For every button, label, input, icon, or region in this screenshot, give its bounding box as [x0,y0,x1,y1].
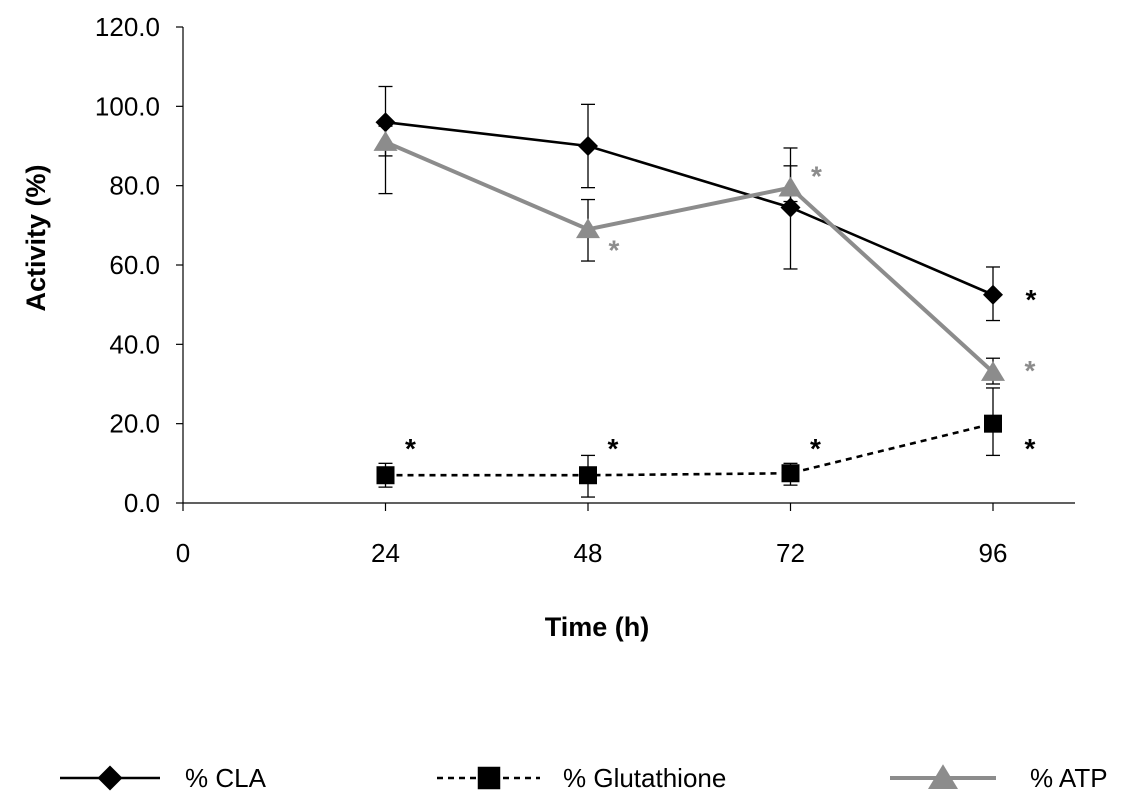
x-axis-title: Time (h) [545,612,650,642]
legend-swatch-marker [928,764,958,789]
atp-point [576,218,600,239]
cla-point [578,136,598,156]
legend-swatch-marker [97,765,123,791]
atp-point [778,176,803,197]
y-tick-label: 40.0 [109,329,160,359]
series-lines [384,120,995,477]
series-markers [373,112,1005,485]
legend: % CLA % Glutathione % ATP [60,763,1108,793]
x-tick-label: 48 [574,538,603,568]
atp-line [384,140,995,374]
glutathione-point [376,466,395,485]
legend-item-atp: % ATP [890,763,1108,793]
x-tick-label: 72 [776,538,805,568]
legend-item-glutathione: % Glutathione [437,763,726,793]
glutathione-significance-star: * [405,433,416,464]
y-tick-label: 120.0 [95,12,160,42]
glutathione-line [385,422,994,477]
y-tick-label: 100.0 [95,91,160,121]
y-tick-label: 20.0 [109,409,160,439]
atp-significance-star: * [1025,355,1036,386]
cla-line [385,120,994,296]
cla-point [983,284,1003,305]
glutathione-significance-star: * [1025,433,1036,464]
glutathione-significance-star: * [608,433,619,464]
legend-item-cla: % CLA [60,763,267,793]
glutathione-point [984,414,1002,433]
atp-significance-star: * [609,234,620,265]
y-tick-label: 0.0 [124,488,160,518]
cla-point [780,197,801,218]
x-tick-label: 96 [979,538,1008,568]
cla-significance-star: * [1026,284,1037,315]
glutathione-point [579,466,597,485]
atp-point [981,361,1005,381]
cla-point [375,112,396,133]
x-tick-label: 24 [371,538,400,568]
legend-label: % ATP [1030,763,1108,793]
legend-label: % CLA [185,763,267,793]
glutathione-significance-star: * [810,433,821,464]
significance-markers: * * * * * * * * [405,161,1037,464]
y-tick-label: 80.0 [109,171,160,201]
legend-swatch-marker [477,766,501,790]
y-axis-title: Activity (%) [21,164,51,311]
atp-significance-star: * [811,161,822,192]
axis-labels: 0.0 20.0 40.0 60.0 80.0 100.0 120.0 0 24 48 72 96 Ti… [21,12,1007,642]
axes [176,26,1075,511]
glutathione-point [781,464,800,483]
y-tick-label: 60.0 [109,250,160,280]
legend-label: % Glutathione [563,763,726,793]
atp-point [373,131,398,151]
x-tick-label: 0 [176,538,190,568]
